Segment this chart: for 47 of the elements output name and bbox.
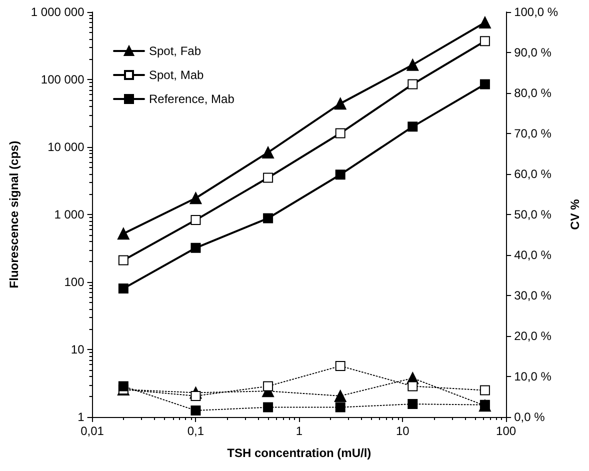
legend-label: Spot, Fab — [149, 44, 202, 58]
point — [262, 146, 274, 158]
x-tick-label: 0,01 — [80, 424, 104, 438]
point — [335, 128, 346, 138]
x-tick-label: 0,1 — [187, 424, 204, 438]
point — [190, 214, 201, 225]
y2-tick-label: 40,0 % — [514, 248, 552, 262]
point — [190, 192, 202, 204]
y2-axis-title: CV % — [568, 198, 582, 230]
x-tick-label: 100 — [496, 424, 516, 438]
point — [408, 122, 418, 132]
y-tick-label: 10 000 — [48, 140, 85, 154]
y-tick-label: 100 000 — [40, 72, 85, 86]
y-tick-label: 1 — [78, 410, 85, 424]
point — [478, 16, 491, 28]
point — [190, 242, 201, 253]
y-tick-label: 1 000 — [54, 208, 85, 222]
point — [118, 255, 128, 266]
y-tick-label: 100 — [64, 275, 85, 289]
y2-tick-label: 50,0 % — [514, 208, 552, 222]
y-tick-label: 10 — [70, 342, 85, 356]
y2-tick-label: 90,0 % — [514, 46, 552, 60]
y-axis-title: Fluorescence signal (cps) — [7, 140, 21, 288]
y2-tick-label: 30,0 % — [514, 288, 552, 302]
point — [263, 213, 274, 224]
point — [408, 79, 418, 90]
y-tick-label: 1 000 000 — [30, 5, 85, 19]
x-axis-title: TSH concentration (mU/l) — [227, 446, 372, 460]
point — [480, 79, 490, 90]
x-tick-label: 10 — [396, 424, 410, 438]
point — [263, 172, 274, 183]
x-tick-label: 1 — [296, 424, 303, 438]
point — [117, 228, 130, 240]
y2-tick-label: 80,0 % — [514, 86, 552, 100]
point — [334, 98, 346, 110]
y2-tick-label: 10,0 % — [514, 370, 552, 384]
point — [335, 170, 346, 180]
y2-tick-label: 60,0 % — [514, 167, 552, 181]
legend-label: Reference, Mab — [149, 92, 235, 106]
point — [480, 36, 490, 46]
y2-tick-label: 0,0 % — [514, 410, 546, 424]
point — [118, 284, 128, 294]
legend-label: Spot, Mab — [149, 68, 204, 82]
y2-tick-label: 100,0 % — [514, 5, 558, 19]
y2-tick-label: 20,0 % — [514, 329, 552, 343]
point — [406, 58, 419, 71]
y2-tick-label: 70,0 % — [514, 126, 552, 140]
